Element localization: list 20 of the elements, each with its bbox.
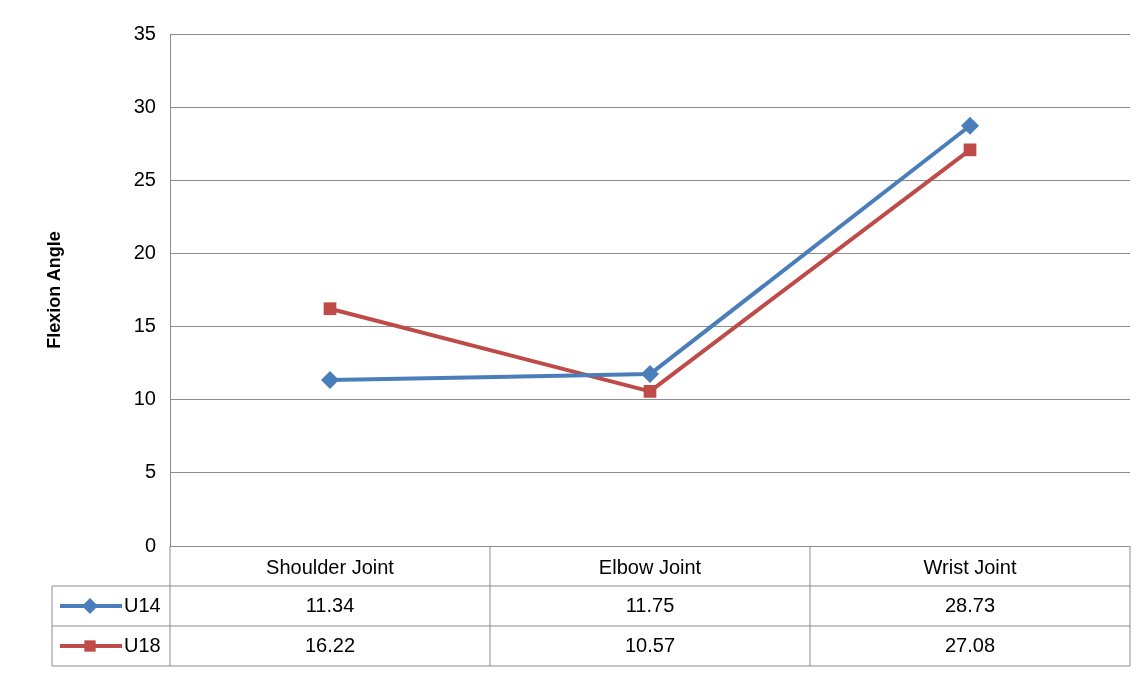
x-tick-label: Shoulder Joint [266, 555, 395, 578]
data-label: 11.34 [305, 593, 355, 616]
data-label: 28.73 [944, 593, 996, 616]
data-label: 10.57 [624, 633, 676, 656]
x-tick-label: Elbow Joint [598, 555, 702, 578]
y-tick-label: 15 [133, 314, 156, 337]
data-label: 16.22 [304, 633, 356, 656]
y-axis-title: Flexion Angle [43, 231, 64, 349]
y-tick-label: 5 [144, 460, 156, 483]
y-tick-label: 35 [133, 21, 156, 44]
x-tick-label: Wrist Joint [923, 555, 1017, 578]
y-tick-label: 30 [133, 94, 156, 117]
y-tick-label: 25 [133, 167, 156, 190]
data-label: 11.75 [625, 593, 675, 616]
legend-label: U18 [124, 633, 161, 656]
y-tick-label: 0 [144, 533, 156, 556]
legend-label: U14 [124, 593, 161, 616]
data-label: 27.08 [944, 633, 996, 656]
y-tick-label: 20 [133, 240, 156, 263]
y-tick-label: 10 [133, 387, 156, 410]
